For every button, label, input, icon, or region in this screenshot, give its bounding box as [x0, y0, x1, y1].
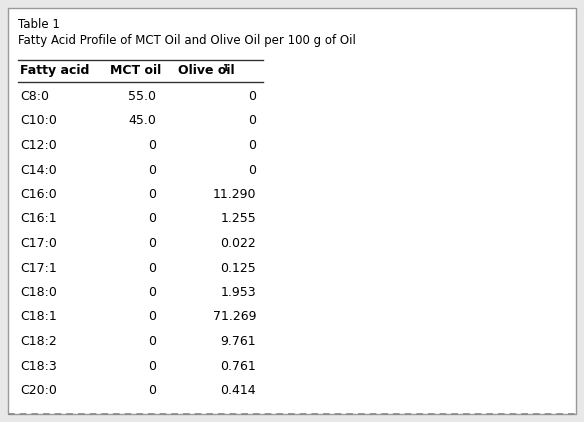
Text: C12:0: C12:0: [20, 139, 57, 152]
Text: C14:0: C14:0: [20, 163, 57, 176]
Text: 0: 0: [248, 90, 256, 103]
Text: Fatty Acid Profile of MCT Oil and Olive Oil per 100 g of Oil: Fatty Acid Profile of MCT Oil and Olive …: [18, 34, 356, 47]
Text: C17:0: C17:0: [20, 237, 57, 250]
Text: Table 1: Table 1: [18, 18, 60, 31]
Text: 0: 0: [148, 384, 156, 397]
Text: C10:0: C10:0: [20, 114, 57, 127]
Text: C20:0: C20:0: [20, 384, 57, 397]
Text: 0.761: 0.761: [220, 360, 256, 373]
Text: 0: 0: [148, 311, 156, 324]
Text: MCT oil: MCT oil: [110, 64, 161, 77]
Text: 0: 0: [148, 188, 156, 201]
Text: 0: 0: [148, 139, 156, 152]
Text: 45.0: 45.0: [128, 114, 156, 127]
Text: 1.255: 1.255: [220, 213, 256, 225]
Text: 9.761: 9.761: [220, 335, 256, 348]
Text: 55.0: 55.0: [128, 90, 156, 103]
Text: 0.414: 0.414: [220, 384, 256, 397]
Text: 0: 0: [148, 335, 156, 348]
Text: 0: 0: [148, 163, 156, 176]
Text: 71.269: 71.269: [213, 311, 256, 324]
Text: C16:1: C16:1: [20, 213, 57, 225]
Text: C17:1: C17:1: [20, 262, 57, 274]
Text: C18:3: C18:3: [20, 360, 57, 373]
Text: 0: 0: [148, 262, 156, 274]
Text: Olive oil: Olive oil: [178, 64, 235, 77]
Text: 0: 0: [248, 114, 256, 127]
Text: 1.953: 1.953: [220, 286, 256, 299]
Text: 0: 0: [248, 163, 256, 176]
Text: C18:0: C18:0: [20, 286, 57, 299]
Text: C18:1: C18:1: [20, 311, 57, 324]
Text: C18:2: C18:2: [20, 335, 57, 348]
Text: 0: 0: [148, 213, 156, 225]
Text: C8:0: C8:0: [20, 90, 49, 103]
Text: 0: 0: [148, 286, 156, 299]
Text: 0: 0: [248, 139, 256, 152]
Text: C16:0: C16:0: [20, 188, 57, 201]
Text: 0: 0: [148, 237, 156, 250]
Text: 0.125: 0.125: [220, 262, 256, 274]
Text: Fatty acid: Fatty acid: [20, 64, 89, 77]
Text: 0.022: 0.022: [220, 237, 256, 250]
Text: 11.290: 11.290: [213, 188, 256, 201]
Text: 0: 0: [148, 360, 156, 373]
Text: 1: 1: [222, 64, 228, 73]
